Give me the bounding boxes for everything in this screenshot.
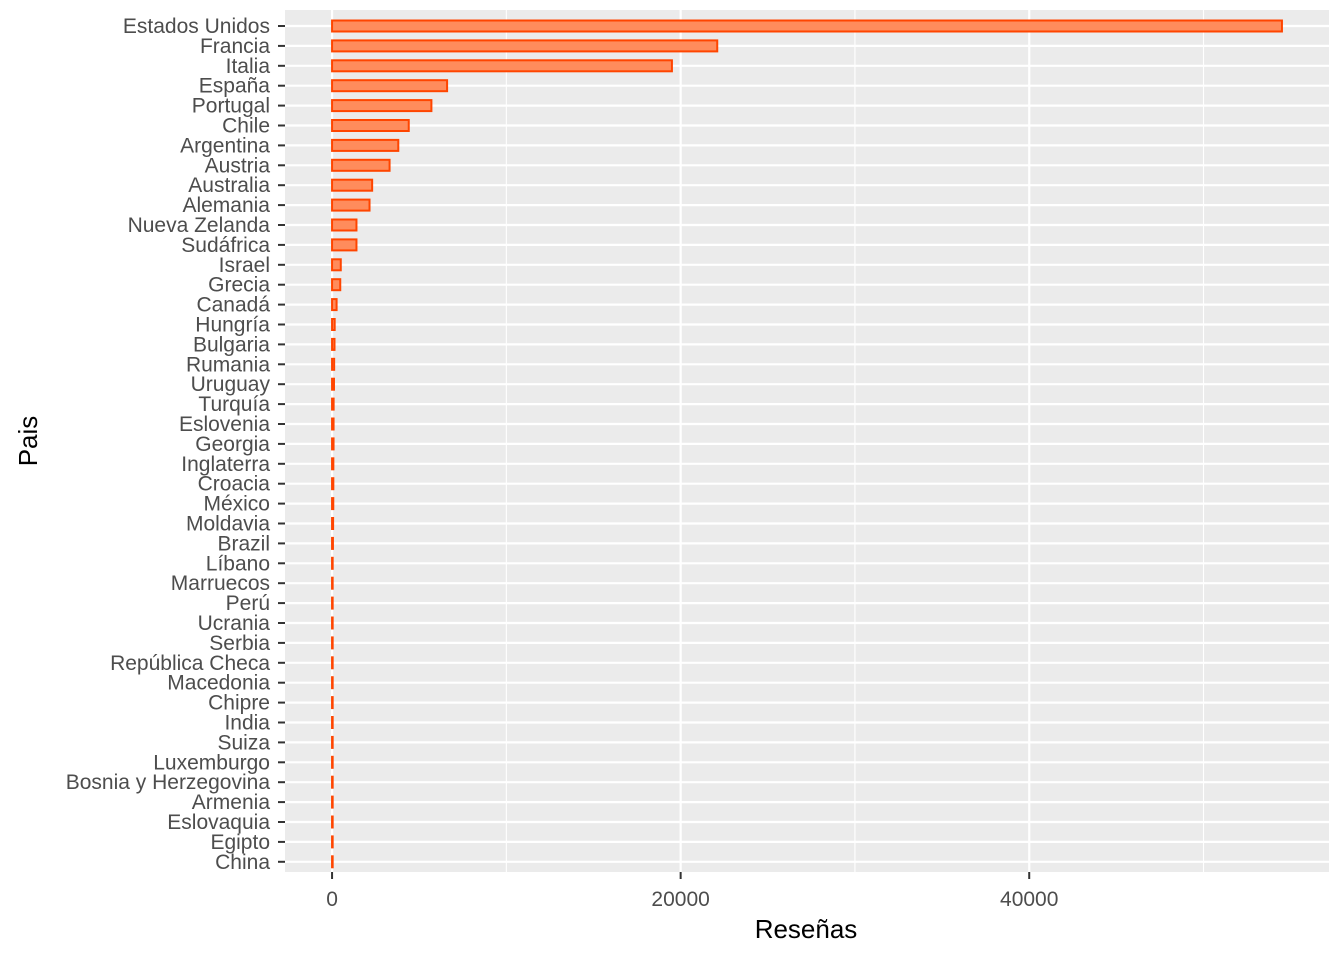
y-tick-label: República Checa bbox=[110, 652, 270, 675]
bar-armenia bbox=[331, 795, 334, 809]
bar-china bbox=[331, 855, 334, 869]
bar-turquía bbox=[331, 397, 335, 411]
bar-bosnia-y-herzegovina bbox=[331, 775, 334, 789]
bar-italia bbox=[331, 59, 673, 73]
bar-marruecos bbox=[331, 576, 334, 590]
bar-méxico bbox=[331, 497, 335, 511]
y-tick-label: Bosnia y Herzegovina bbox=[66, 771, 271, 794]
y-tick-label: España bbox=[199, 75, 271, 98]
y-tick-label: Suiza bbox=[217, 731, 270, 754]
plot-panel bbox=[285, 10, 1329, 872]
y-tick-label: Marruecos bbox=[171, 572, 270, 595]
bar-austria bbox=[331, 158, 391, 172]
bar-francia bbox=[331, 39, 719, 53]
y-tick-label: Alemania bbox=[182, 194, 270, 217]
bar-macedonia bbox=[331, 676, 334, 690]
y-tick-label: Ucrania bbox=[198, 612, 271, 635]
bar-portugal bbox=[331, 99, 433, 113]
bar-georgia bbox=[331, 437, 335, 451]
bar-australia bbox=[331, 178, 374, 192]
y-tick-label: Bulgaria bbox=[193, 333, 270, 356]
y-tick-label: Hungría bbox=[195, 314, 270, 337]
bar-república-checa bbox=[331, 656, 334, 670]
bar-alemania bbox=[331, 198, 371, 212]
y-tick-label: Sudáfrica bbox=[181, 234, 270, 257]
y-tick-label: Portugal bbox=[192, 95, 270, 118]
y-tick-label: Argentina bbox=[180, 134, 270, 157]
bar-croacia bbox=[331, 477, 335, 491]
y-tick-label: Brazil bbox=[217, 532, 270, 555]
y-tick-label: Francia bbox=[200, 35, 270, 58]
y-tick-label: Nueva Zelanda bbox=[128, 214, 271, 237]
y-tick-label: Canadá bbox=[196, 294, 270, 317]
y-tick-label: Rumania bbox=[186, 353, 270, 376]
bar-luxemburgo bbox=[331, 755, 334, 769]
bar-serbia bbox=[331, 636, 334, 650]
y-tick-label: Eslovenia bbox=[179, 413, 270, 436]
x-tick-label: 40000 bbox=[1000, 888, 1058, 911]
bar-perú bbox=[331, 596, 334, 610]
y-tick-label: Serbia bbox=[209, 632, 270, 655]
y-tick-label: Egipto bbox=[210, 831, 270, 854]
x-tick-label: 0 bbox=[326, 888, 338, 911]
y-tick-label: Luxemburgo bbox=[153, 751, 270, 774]
bar-argentina bbox=[331, 138, 400, 152]
bar-españa bbox=[331, 79, 449, 93]
y-tick-label: Armenia bbox=[192, 791, 271, 814]
bar-egipto bbox=[331, 835, 334, 849]
bar-inglaterra bbox=[331, 457, 335, 471]
y-tick-label: Israel bbox=[219, 254, 270, 277]
y-tick-label: India bbox=[224, 712, 270, 735]
y-axis-ticks: Estados UnidosFranciaItaliaEspañaPortuga… bbox=[66, 15, 285, 874]
y-tick-label: Australia bbox=[188, 174, 270, 197]
y-tick-label: Perú bbox=[226, 592, 270, 615]
y-tick-label: Georgia bbox=[195, 433, 270, 456]
y-tick-label: Italia bbox=[226, 55, 271, 78]
bar-grecia bbox=[331, 278, 342, 292]
bar-hungría bbox=[331, 318, 336, 331]
bar-brazil bbox=[331, 536, 334, 550]
bar-chile bbox=[331, 119, 410, 132]
y-tick-label: Macedonia bbox=[167, 672, 270, 695]
y-tick-label: Líbano bbox=[206, 552, 270, 575]
y-tick-label: China bbox=[215, 851, 270, 874]
bar-líbano bbox=[331, 556, 334, 570]
y-tick-label: Eslovaquia bbox=[167, 811, 270, 834]
bar-israel bbox=[331, 258, 342, 272]
bar-eslovenia bbox=[331, 417, 335, 431]
bar-eslovaquia bbox=[331, 815, 334, 829]
x-tick-label: 20000 bbox=[651, 888, 709, 911]
bar-bulgaria bbox=[331, 337, 336, 351]
bar-nueva-zelanda bbox=[331, 218, 358, 232]
y-tick-label: Austria bbox=[205, 154, 271, 177]
bar-ucrania bbox=[331, 616, 334, 630]
x-axis-title: Reseñas bbox=[755, 914, 858, 944]
y-tick-label: Estados Unidos bbox=[123, 15, 270, 38]
y-axis-title: Pais bbox=[13, 416, 43, 467]
bars bbox=[331, 19, 1283, 869]
bar-rumania bbox=[331, 357, 336, 371]
y-tick-label: Inglaterra bbox=[181, 453, 270, 476]
bar-moldavia bbox=[331, 517, 335, 530]
bar-chipre bbox=[331, 696, 334, 710]
x-axis-ticks: 0 20000 40000 bbox=[326, 872, 1058, 911]
bar-estados-unidos bbox=[331, 19, 1283, 33]
bar-uruguay bbox=[331, 377, 335, 391]
y-tick-label: Moldavia bbox=[186, 513, 270, 536]
bar-suiza bbox=[331, 735, 334, 749]
y-tick-label: Grecia bbox=[208, 274, 270, 297]
y-tick-label: Turquía bbox=[198, 393, 270, 416]
y-tick-label: Chile bbox=[222, 115, 270, 138]
bar-sudáfrica bbox=[331, 238, 358, 252]
y-tick-label: Croacia bbox=[198, 473, 271, 496]
bar-canadá bbox=[331, 298, 338, 312]
y-tick-label: México bbox=[203, 493, 270, 516]
y-tick-label: Uruguay bbox=[191, 373, 271, 396]
bar-india bbox=[331, 716, 334, 729]
y-tick-label: Chipre bbox=[208, 692, 270, 715]
